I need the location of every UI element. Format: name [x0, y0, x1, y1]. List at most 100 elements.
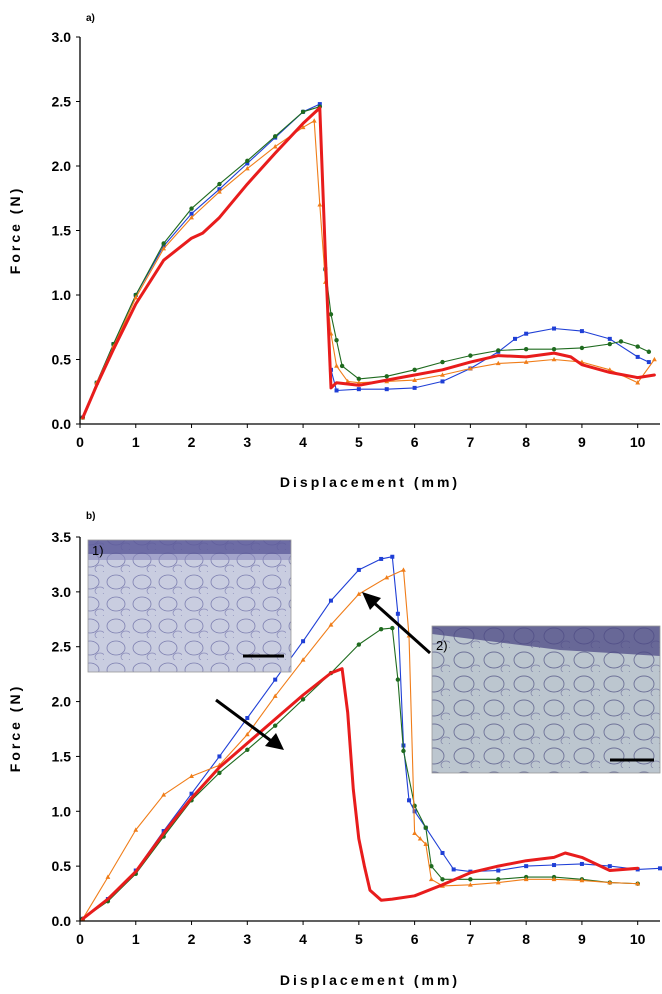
data-point: [395, 677, 401, 682]
x-tick-label: 5: [355, 931, 363, 947]
data-point: [401, 567, 406, 572]
data-point: [245, 161, 250, 166]
data-point: [311, 118, 317, 123]
data-point: [607, 336, 612, 341]
series-line: [81, 667, 640, 921]
data-point: [245, 716, 250, 721]
y-tick-label: 0.5: [52, 858, 72, 874]
data-point: [244, 165, 250, 171]
data-point: [579, 345, 585, 351]
data-point: [384, 374, 389, 379]
x-tick-label: 0: [76, 434, 84, 450]
data-point: [412, 377, 418, 382]
panel-b-y-axis-title: Force (N): [7, 684, 23, 772]
y-tick-label: 1.5: [52, 748, 72, 764]
data-point: [245, 158, 250, 164]
x-tick-label: 10: [630, 434, 646, 450]
data-point: [551, 876, 557, 882]
panel-a-series-layer: [80, 102, 657, 420]
data-point: [635, 354, 640, 359]
annotation-arrow-2: [362, 592, 432, 655]
data-point: [552, 326, 557, 331]
data-point: [523, 359, 529, 364]
data-point: [356, 567, 361, 572]
y-tick-label: 2.5: [52, 94, 72, 110]
data-point: [339, 363, 345, 369]
data-point: [523, 876, 529, 882]
data-point: [317, 102, 322, 107]
data-point: [345, 378, 351, 384]
x-tick-label: 3: [243, 931, 251, 947]
x-tick-label: 8: [522, 434, 530, 450]
data-point: [496, 348, 501, 353]
chart-panel-b: b) 1) 2) 0 1 2 3 4 5 6 7 8 9: [7, 511, 662, 988]
data-point: [189, 215, 194, 220]
data-point: [378, 626, 384, 632]
x-tick-label: 2: [188, 931, 196, 947]
data-point: [440, 850, 445, 855]
x-tick-label: 0: [76, 931, 84, 947]
x-tick-label: 4: [299, 931, 307, 947]
data-point: [301, 639, 306, 644]
panel-a-tick-layer: 0 1 2 3 4 5 6 7 8 9 10 0.0 0.5 1.0 1.5 2.0 2.5 3.0: [52, 29, 646, 450]
data-point: [451, 867, 456, 872]
panel-b-series-layer: [80, 554, 662, 922]
data-point: [328, 598, 333, 603]
y-tick-label: 1.0: [52, 287, 72, 303]
data-point: [440, 877, 445, 882]
data-point: [356, 376, 362, 382]
inset-1-label: 1): [92, 543, 104, 558]
y-tick-label: 2.0: [52, 158, 72, 174]
data-point: [105, 874, 111, 879]
data-point: [495, 880, 501, 885]
data-point: [217, 770, 222, 776]
series-line: [82, 627, 639, 920]
y-tick-label: 0.0: [52, 913, 72, 929]
data-point: [635, 881, 641, 886]
x-tick-label: 9: [578, 931, 586, 947]
data-point: [635, 380, 641, 385]
inset-2-label: 2): [436, 638, 448, 653]
data-point: [467, 882, 473, 887]
data-point: [390, 554, 395, 559]
x-tick-label: 7: [466, 434, 474, 450]
data-point: [189, 773, 194, 778]
data-point: [579, 861, 584, 866]
data-point: [272, 134, 278, 139]
data-point: [300, 109, 306, 115]
x-tick-label: 1: [132, 434, 140, 450]
data-point: [523, 346, 529, 352]
panel-b-label: b): [86, 511, 95, 522]
data-point: [412, 803, 417, 808]
panel-a-x-axis-title: Displacement (mm): [280, 474, 460, 490]
data-point: [356, 642, 362, 647]
data-point: [551, 346, 557, 352]
series-1: [80, 102, 651, 420]
data-point: [423, 825, 428, 830]
data-point: [244, 731, 250, 737]
data-point: [658, 866, 662, 871]
data-point: [412, 809, 417, 814]
x-tick-label: 3: [243, 434, 251, 450]
x-tick-label: 6: [411, 434, 419, 450]
data-point: [440, 372, 445, 377]
data-point: [551, 356, 557, 362]
data-point: [384, 574, 390, 580]
x-tick-label: 1: [132, 931, 140, 947]
data-point: [317, 202, 323, 207]
x-tick-label: 8: [522, 931, 530, 947]
data-point: [652, 356, 657, 362]
data-point: [440, 359, 445, 365]
data-point: [579, 329, 584, 334]
data-point: [300, 697, 306, 702]
data-point: [496, 877, 501, 882]
data-point: [334, 363, 339, 368]
x-tick-label: 2: [188, 434, 196, 450]
data-point: [423, 841, 429, 846]
data-point: [356, 591, 362, 596]
panel-b-tick-layer: 0 1 2 3 4 5 6 7 8 9 10 0.0 0.5 1.0 1.5 2.0 2.5 3.0 3.5: [52, 529, 646, 947]
data-point: [328, 312, 334, 317]
data-point: [217, 181, 222, 187]
data-point: [217, 754, 222, 759]
